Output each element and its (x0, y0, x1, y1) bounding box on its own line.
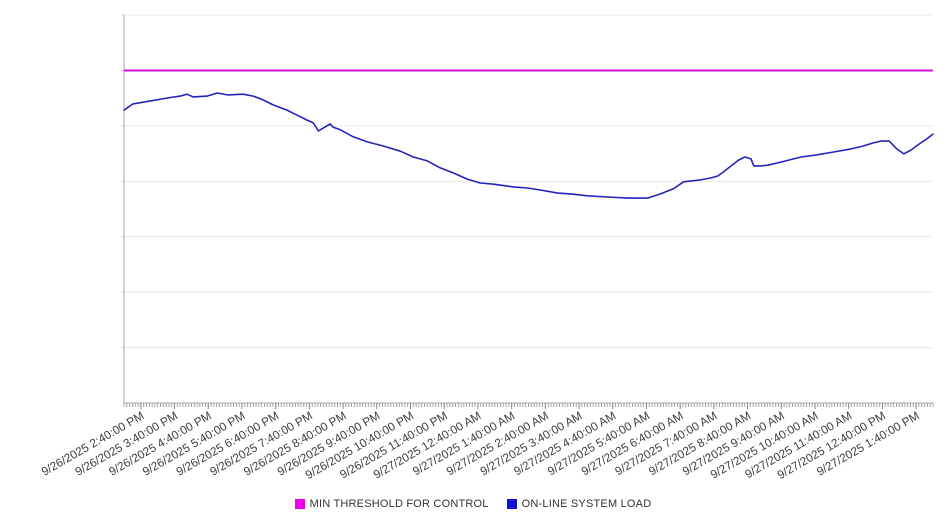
threshold-swatch-icon (294, 499, 305, 509)
legend-item-system-load[interactable]: ON-LINE SYSTEM LOAD (506, 498, 652, 510)
chart-legend: MIN THRESHOLD FOR CONTROL ON-LINE SYSTEM… (0, 498, 946, 510)
legend-label-min-threshold: MIN THRESHOLD FOR CONTROL (309, 498, 489, 510)
legend-label-system-load: ON-LINE SYSTEM LOAD (521, 498, 652, 510)
legend-item-min-threshold[interactable]: MIN THRESHOLD FOR CONTROL (294, 498, 489, 510)
load-swatch-icon (506, 499, 517, 509)
load-series-line (123, 92, 934, 199)
x-minor-ticks (123, 403, 934, 407)
